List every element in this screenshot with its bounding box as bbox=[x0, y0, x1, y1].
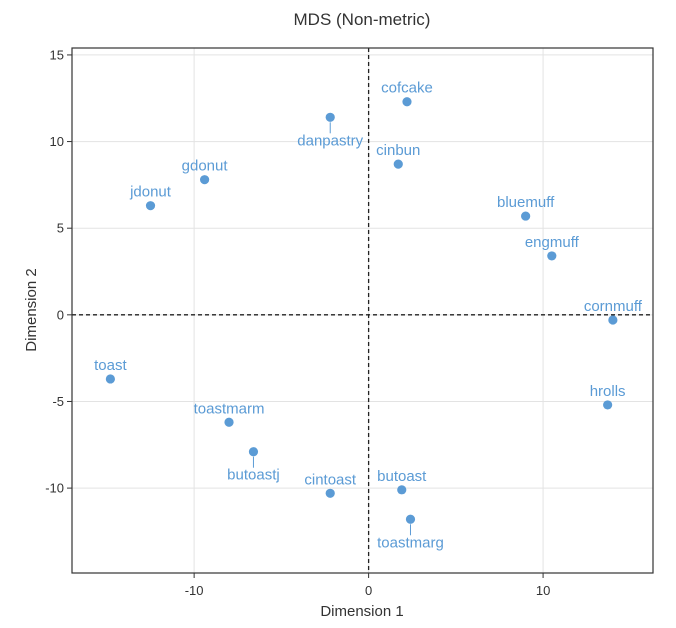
data-point-butoast: butoast bbox=[377, 468, 427, 495]
chart-title: MDS (Non-metric) bbox=[294, 10, 431, 29]
point-label: butoastj bbox=[227, 467, 280, 484]
point-marker bbox=[224, 417, 234, 427]
y-tick-label: 5 bbox=[57, 221, 64, 236]
data-point-toast: toast bbox=[94, 357, 127, 384]
x-tick-label: -10 bbox=[185, 583, 204, 598]
data-point-cofcake: cofcake bbox=[381, 80, 433, 107]
point-label: engmuff bbox=[525, 234, 580, 251]
y-tick-label: 10 bbox=[50, 134, 64, 149]
point-marker bbox=[248, 447, 259, 457]
point-marker bbox=[521, 211, 531, 221]
x-tick-label: 0 bbox=[365, 583, 372, 598]
y-tick-label: -10 bbox=[45, 481, 64, 496]
point-label: cornmuff bbox=[584, 298, 643, 315]
point-marker bbox=[547, 251, 557, 261]
point-label: gdonut bbox=[182, 158, 229, 175]
y-tick-label: -5 bbox=[52, 394, 64, 409]
point-label: toast bbox=[94, 357, 127, 374]
data-points: cofcake danpastry cinbun gdonut jdonut bluemu… bbox=[94, 80, 643, 552]
point-marker bbox=[402, 97, 412, 107]
point-label: cofcake bbox=[381, 80, 433, 97]
y-tick-label: 15 bbox=[50, 47, 64, 62]
data-point-cintoast: cintoast bbox=[304, 471, 357, 498]
data-point-butoastj: butoastj bbox=[227, 447, 280, 484]
point-marker bbox=[145, 201, 156, 211]
point-label: jdonut bbox=[129, 184, 172, 201]
data-point-hrolls: hrolls bbox=[590, 383, 626, 410]
point-label: toastmarm bbox=[194, 400, 265, 417]
data-point-bluemuff: bluemuff bbox=[497, 194, 555, 221]
x-axis-ticks: -10 0 10 bbox=[185, 573, 550, 598]
grid-lines bbox=[72, 48, 653, 573]
point-label: butoast bbox=[377, 468, 427, 485]
point-label: cinbun bbox=[376, 142, 420, 159]
data-point-jdonut: jdonut bbox=[129, 184, 172, 211]
point-label: toastmarg bbox=[377, 534, 444, 551]
plot-area-frame bbox=[71, 47, 654, 574]
x-tick-label: 10 bbox=[536, 583, 550, 598]
data-point-cinbun: cinbun bbox=[376, 142, 420, 169]
point-marker bbox=[325, 488, 335, 498]
reference-lines bbox=[72, 48, 653, 573]
data-point-gdonut: gdonut bbox=[182, 158, 229, 185]
point-marker bbox=[325, 112, 335, 122]
y-axis-label: Dimension 2 bbox=[23, 268, 40, 351]
y-tick-label: 0 bbox=[57, 307, 64, 322]
data-point-toastmarg: toastmarg bbox=[377, 514, 444, 551]
data-point-cornmuff: cornmuff bbox=[584, 298, 643, 325]
point-label: cintoast bbox=[304, 471, 357, 488]
point-label: bluemuff bbox=[497, 194, 555, 211]
point-marker bbox=[603, 400, 613, 410]
point-label: danpastry bbox=[297, 132, 363, 149]
point-marker bbox=[393, 159, 403, 169]
x-axis-label: Dimension 1 bbox=[320, 603, 403, 620]
data-point-engmuff: engmuff bbox=[525, 234, 580, 261]
point-marker bbox=[405, 514, 416, 524]
data-point-danpastry: danpastry bbox=[297, 112, 364, 149]
point-marker bbox=[200, 175, 210, 185]
point-label: hrolls bbox=[590, 383, 626, 400]
point-marker bbox=[105, 374, 115, 384]
point-marker bbox=[397, 485, 407, 495]
data-point-toastmarm: toastmarm bbox=[194, 400, 265, 427]
y-axis-ticks: -10 -5 0 5 10 15 bbox=[45, 47, 72, 496]
point-marker bbox=[608, 315, 618, 325]
